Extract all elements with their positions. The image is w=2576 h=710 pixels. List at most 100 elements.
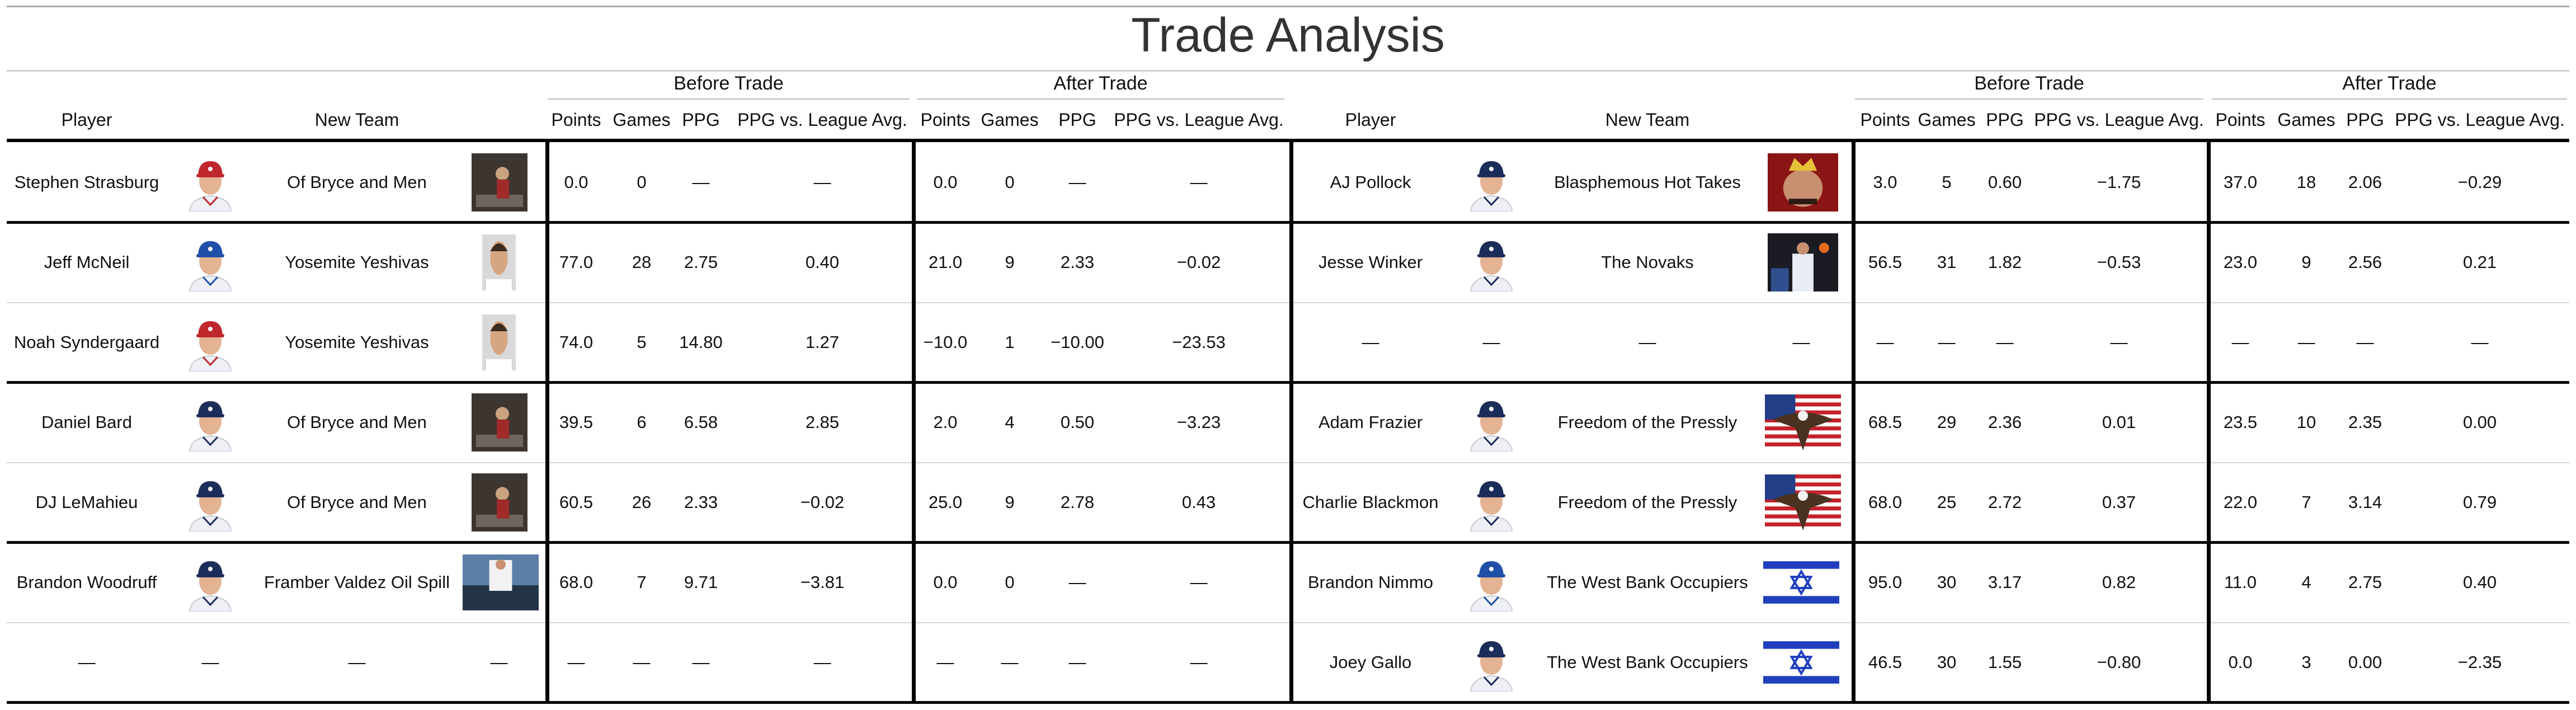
right-stat-cell: — xyxy=(1996,332,2014,352)
row-rule xyxy=(7,302,2569,303)
left-stat-cell: — xyxy=(1068,652,1086,672)
right-stat-cell: 1.55 xyxy=(1988,652,2022,672)
right-avatar-placeholder: — xyxy=(1482,332,1500,352)
right-stat-cell: 0.21 xyxy=(2462,252,2497,272)
column-group-divider xyxy=(2207,142,2211,703)
left-stat-cell: 77.0 xyxy=(559,252,594,272)
right-player-name: Jesse Winker xyxy=(1318,252,1423,272)
left-player-name: DJ LeMahieu xyxy=(35,492,138,512)
right-stat-cell: 5 xyxy=(1942,172,1952,192)
group-header: After Trade xyxy=(2342,73,2437,94)
left-stat-cell: 28 xyxy=(632,252,652,272)
column-header: PPG xyxy=(2346,110,2384,130)
right-new-team: Freedom of the Pressly xyxy=(1557,492,1737,512)
row-group-rule xyxy=(7,221,2569,224)
left-player-name: Jeff McNeil xyxy=(44,252,130,272)
left-avatar-placeholder: — xyxy=(201,652,219,672)
group-header: Before Trade xyxy=(674,73,784,94)
left-stat-cell: 0.40 xyxy=(805,252,840,272)
left-team-logo xyxy=(472,393,528,452)
column-group-divider xyxy=(1289,142,1293,703)
left-player-name: — xyxy=(78,652,96,672)
left-stat-cell: — xyxy=(567,652,585,672)
group-header-rule xyxy=(917,98,1284,100)
row-rule xyxy=(7,622,2569,623)
left-stat-cell: — xyxy=(1068,172,1086,192)
right-team-logo xyxy=(1768,233,1838,291)
left-stat-cell: 74.0 xyxy=(559,332,594,352)
left-team-logo xyxy=(472,153,528,211)
left-new-team: Of Bryce and Men xyxy=(287,172,427,192)
right-stat-cell: 11.0 xyxy=(2224,572,2257,592)
left-stat-cell: −3.81 xyxy=(800,572,845,592)
group-header: Before Trade xyxy=(1974,73,2084,94)
left-player-avatar xyxy=(187,153,233,212)
right-stat-cell: 0.0 xyxy=(2228,652,2253,672)
left-stat-cell: 7 xyxy=(637,572,647,592)
right-stat-cell: −0.80 xyxy=(2097,652,2141,672)
left-stat-cell: 0 xyxy=(637,172,647,192)
left-player-avatar xyxy=(187,473,233,532)
left-stat-cell: — xyxy=(1190,572,1208,592)
right-stat-cell: 2.35 xyxy=(2348,412,2382,432)
column-header: PPG xyxy=(1058,110,1096,130)
left-stat-cell: 60.5 xyxy=(559,492,594,512)
right-logo-placeholder: — xyxy=(1792,332,1810,352)
right-stat-cell: 2.06 xyxy=(2348,172,2382,192)
right-stat-cell: 30 xyxy=(1937,572,1957,592)
left-stat-cell: 2.75 xyxy=(684,252,718,272)
left-stat-cell: 0.0 xyxy=(933,572,958,592)
right-stat-cell: 0.00 xyxy=(2348,652,2382,672)
left-stat-cell: 2.0 xyxy=(933,412,958,432)
right-stat-cell: 31 xyxy=(1937,252,1957,272)
left-stat-cell: 6 xyxy=(637,412,647,432)
right-stat-cell: 3.17 xyxy=(1988,572,2022,592)
left-stat-cell: 0 xyxy=(1005,172,1015,192)
column-header: PPG vs. League Avg. xyxy=(2395,110,2565,130)
right-player-name: — xyxy=(1362,332,1379,352)
left-player-avatar xyxy=(187,553,233,612)
left-new-team: Framber Valdez Oil Spill xyxy=(264,572,450,592)
right-player-avatar xyxy=(1468,633,1514,692)
left-player-avatar xyxy=(187,393,233,452)
right-stat-cell: 95.0 xyxy=(1868,572,1902,592)
left-stat-cell: 9.71 xyxy=(684,572,718,592)
column-header: Points xyxy=(551,110,601,130)
right-stat-cell: 2.75 xyxy=(2348,572,2382,592)
header-bottom-rule xyxy=(7,139,2569,142)
column-header: Games xyxy=(981,110,1039,130)
left-player-name: Noah Syndergaard xyxy=(13,332,160,352)
column-header: Player xyxy=(1345,110,1396,130)
left-new-team: Yosemite Yeshivas xyxy=(285,252,429,272)
left-stat-cell: −0.02 xyxy=(1176,252,1221,272)
right-new-team: The West Bank Occupiers xyxy=(1547,652,1748,672)
right-stat-cell: — xyxy=(2356,332,2374,352)
column-header: New Team xyxy=(314,110,399,130)
column-header: Games xyxy=(2277,110,2335,130)
column-header: Points xyxy=(1860,110,1910,130)
left-stat-cell: −10.0 xyxy=(923,332,968,352)
right-stat-cell: −0.29 xyxy=(2457,172,2502,192)
left-stat-cell: 2.33 xyxy=(684,492,718,512)
right-stat-cell: 7 xyxy=(2301,492,2311,512)
left-player-avatar xyxy=(187,313,233,372)
group-header-rule xyxy=(2212,98,2567,100)
right-stat-cell: 46.5 xyxy=(1868,652,1902,672)
left-stat-cell: 21.0 xyxy=(928,252,963,272)
right-player-avatar xyxy=(1468,393,1514,452)
right-team-logo xyxy=(1763,637,1839,688)
left-stat-cell: 9 xyxy=(1005,492,1015,512)
left-stat-cell: 0.50 xyxy=(1060,412,1095,432)
right-new-team: The Novaks xyxy=(1601,252,1694,272)
right-player-name: Brandon Nimmo xyxy=(1308,572,1433,592)
right-stat-cell: 23.5 xyxy=(2223,412,2258,432)
left-stat-cell: 2.78 xyxy=(1060,492,1095,512)
left-player-name: Daniel Bard xyxy=(41,412,132,432)
left-stat-cell: — xyxy=(1190,172,1208,192)
right-new-team: — xyxy=(1638,332,1656,352)
left-stat-cell: — xyxy=(692,652,710,672)
right-stat-cell: — xyxy=(2231,332,2249,352)
right-stat-cell: 4 xyxy=(2301,572,2311,592)
right-player-name: Charlie Blackmon xyxy=(1302,492,1439,512)
right-new-team: Freedom of the Pressly xyxy=(1557,412,1737,432)
